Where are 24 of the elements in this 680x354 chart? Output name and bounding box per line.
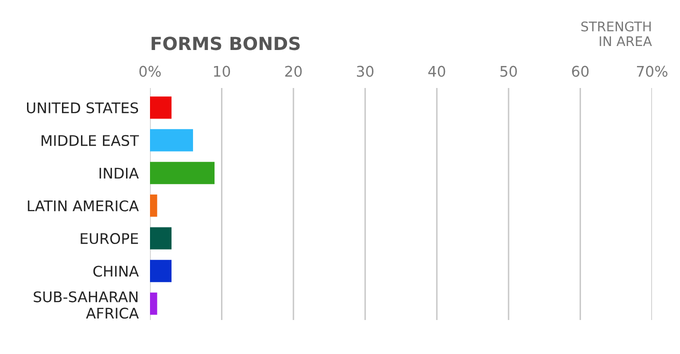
y-tick-label: CHINA — [93, 266, 139, 277]
x-tick-label: 70% — [636, 66, 668, 77]
x-tick-label: 50 — [500, 66, 517, 77]
x-tick-label: 60 — [572, 66, 589, 77]
bar — [150, 260, 172, 282]
x-axis-title: STRENGTH IN AREA — [581, 21, 652, 46]
chart-title: FORMS BONDS — [152, 36, 300, 50]
x-tick-label: 30 — [356, 66, 374, 77]
y-tick-label: LATIN AMERICA — [28, 200, 139, 212]
bar — [150, 227, 172, 250]
bar — [150, 96, 172, 119]
bar — [150, 129, 194, 152]
y-tick-label: SUB-SAHARAN AFRICA — [34, 291, 139, 319]
bar — [150, 292, 158, 315]
y-tick-label: EUROPE — [80, 233, 138, 244]
x-tick-label: 10 — [214, 66, 230, 77]
y-tick-label: UNITED STATES — [27, 102, 138, 114]
x-tick-label: 40 — [428, 66, 446, 77]
x-tick-label: 0% — [139, 66, 161, 77]
y-tick-label: INDIA — [100, 168, 139, 178]
bar — [150, 162, 215, 184]
y-tick-label: MIDDLE EAST — [42, 135, 139, 146]
x-tick-label: 20 — [285, 66, 302, 77]
bar — [150, 194, 158, 217]
